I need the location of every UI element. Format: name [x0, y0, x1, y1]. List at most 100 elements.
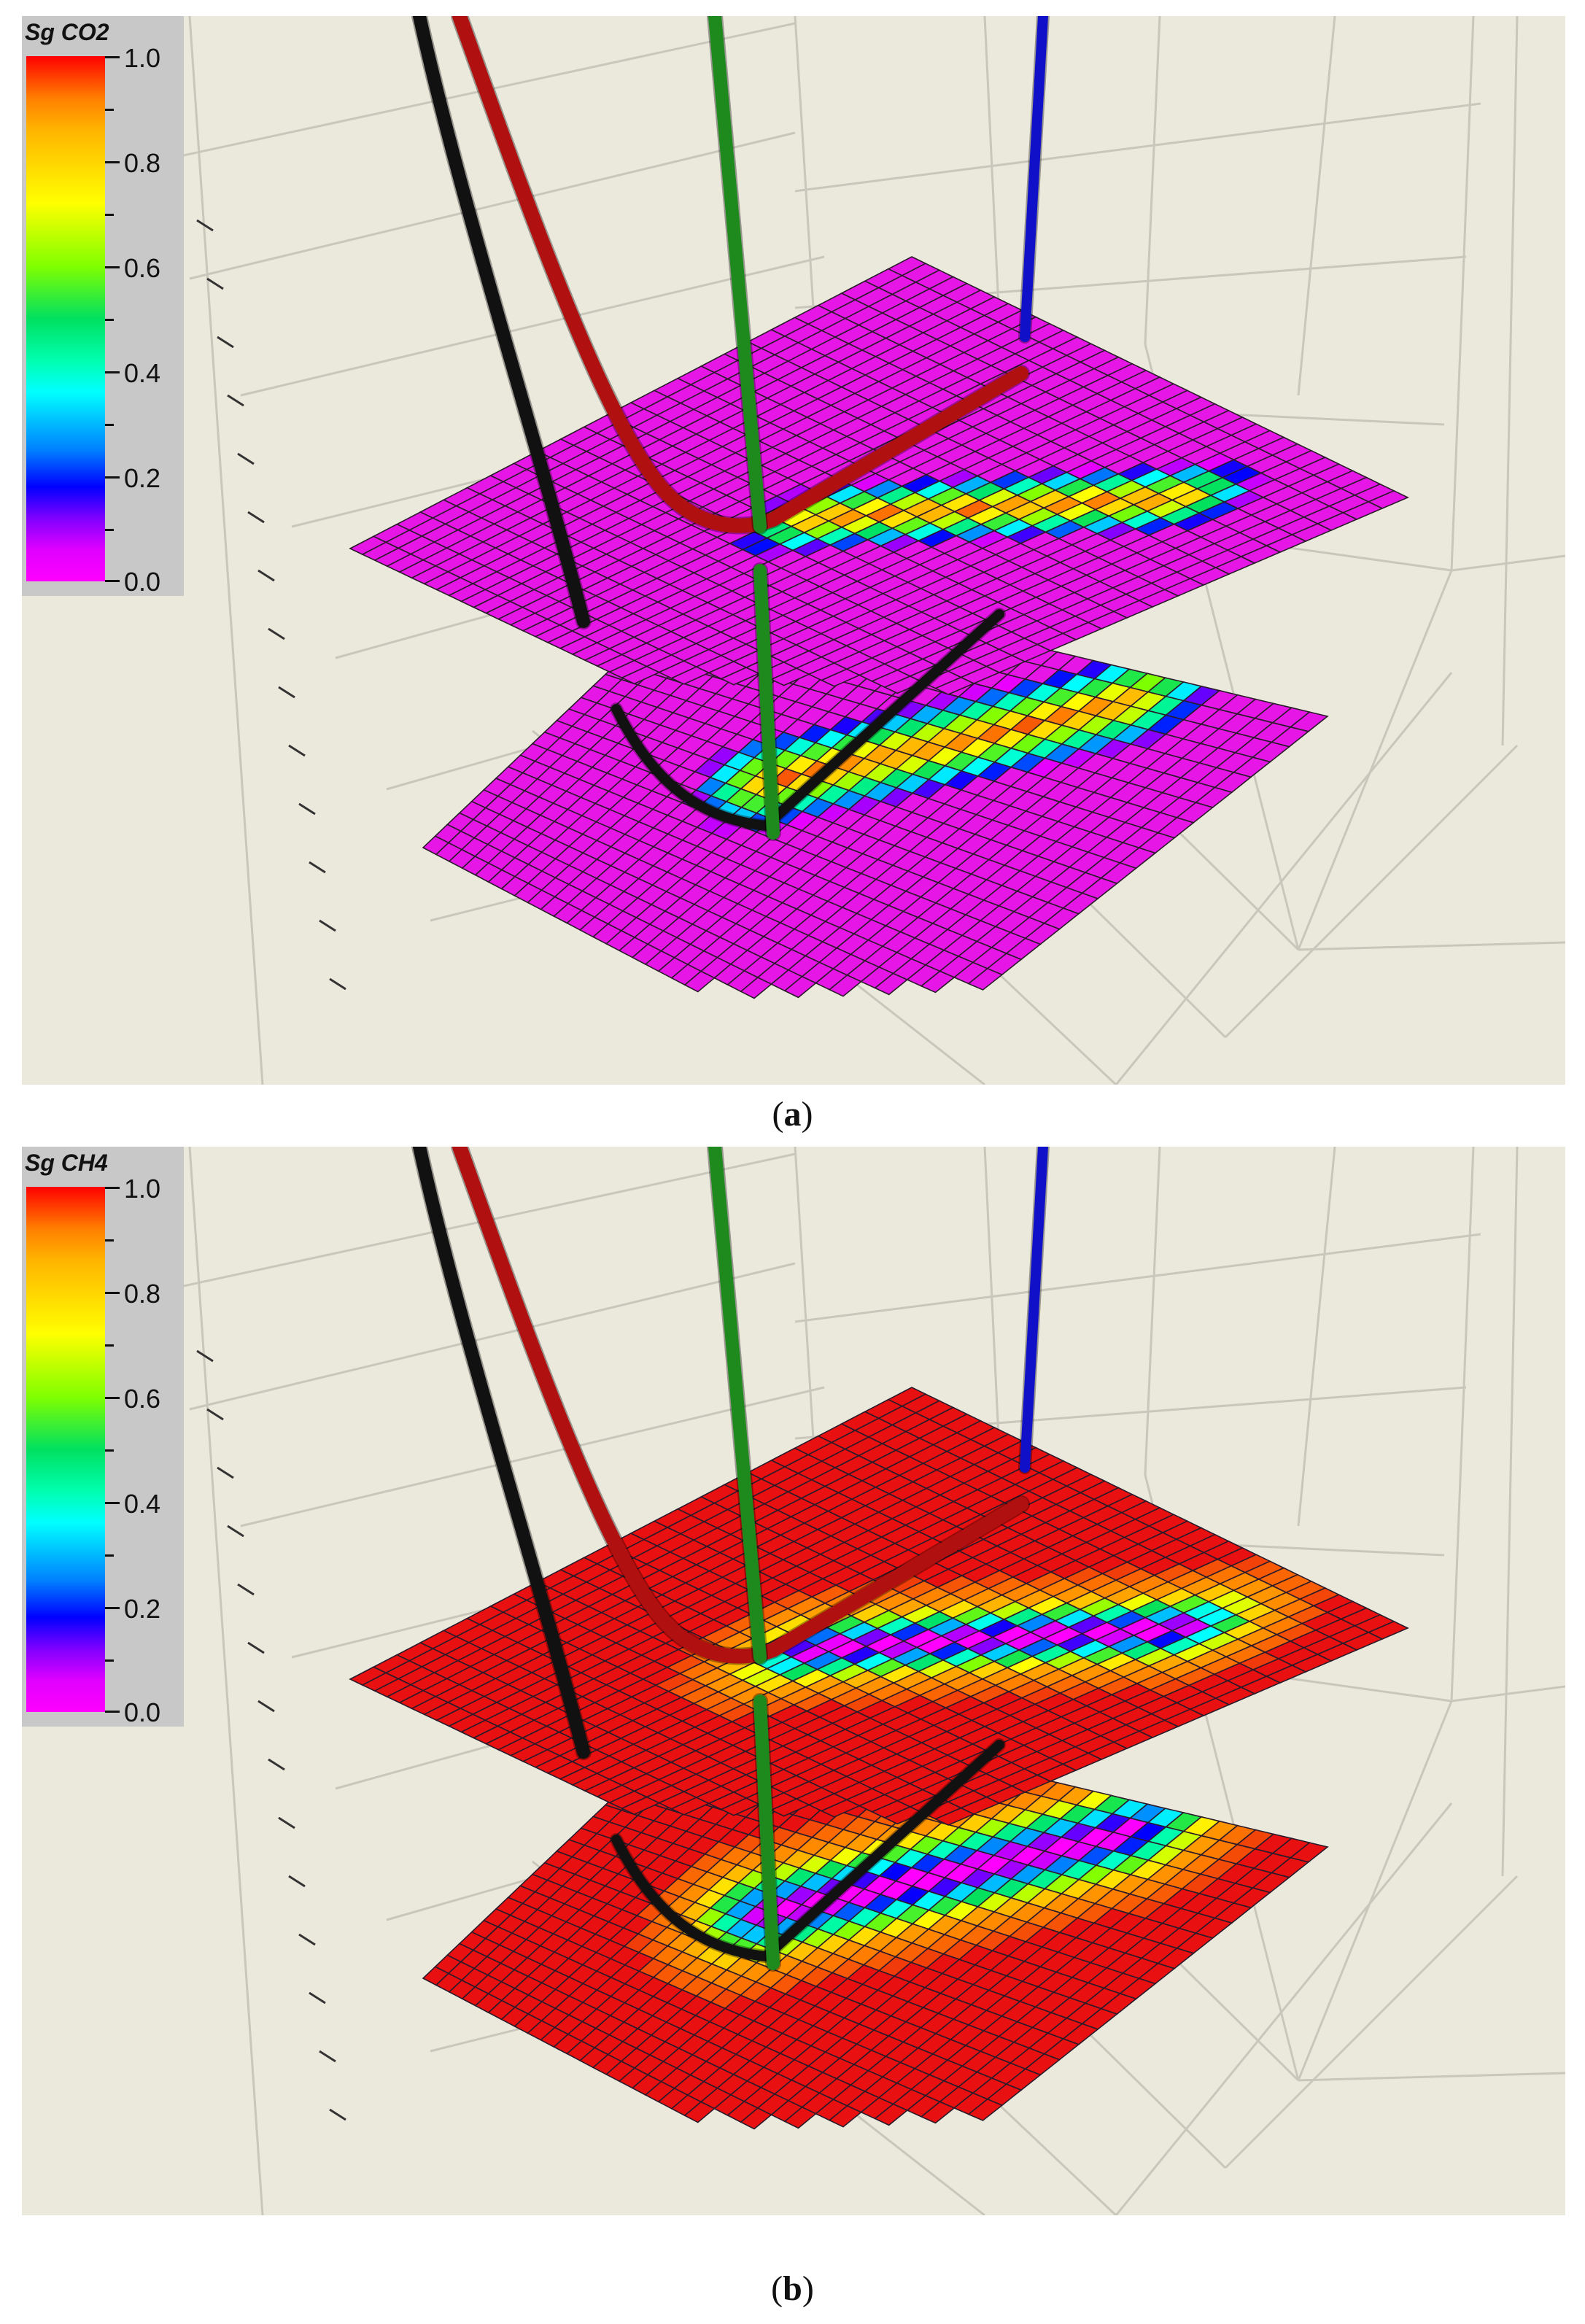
panel-b-scene	[152, 1147, 1565, 2215]
upper-layer-surface	[349, 1387, 1409, 1826]
wells	[411, 16, 1050, 841]
grid-line	[1298, 941, 1565, 951]
grid-cell	[828, 2104, 863, 2128]
legend-color-ramp-a	[26, 56, 105, 581]
grid-line	[240, 255, 825, 397]
grid-line	[1297, 1700, 1453, 2081]
axis-tick	[268, 1758, 285, 1771]
grid-cell	[934, 1807, 975, 1826]
panel-a-scene	[152, 16, 1565, 1085]
axis-tick	[257, 569, 275, 582]
grid-cell	[740, 977, 772, 999]
grid-line	[794, 1233, 1481, 1323]
black-well-upper	[413, 16, 590, 628]
legend-minor-tick	[105, 109, 114, 111]
panel-a-3d-view[interactable]: Sg CO2 1.0 0.8 0.6 0.4 0.2 0.0	[22, 16, 1565, 1085]
legend-tick	[105, 56, 120, 58]
axis-tick	[237, 452, 255, 465]
grid-line	[152, 1153, 796, 1294]
legend-label: 0.0	[124, 1697, 161, 1727]
legend-label: 0.2	[124, 463, 161, 493]
grid-line	[152, 22, 796, 163]
grid-cell	[783, 975, 817, 999]
legend-minor-tick	[105, 529, 114, 531]
grid-cell	[883, 675, 925, 694]
axis-tick	[329, 977, 346, 991]
legend-label: 1.0	[124, 43, 161, 73]
legend-label: 0.0	[124, 567, 161, 597]
axis-tick	[329, 2108, 346, 2121]
legend-minor-tick	[105, 424, 114, 426]
grid-cell	[720, 667, 761, 686]
colorbar-legend-a: Sg CO2 1.0 0.8 0.6 0.4 0.2 0.0	[22, 16, 184, 596]
grid-cell	[820, 1799, 861, 1818]
grid-line	[188, 16, 264, 1085]
axis-tick	[227, 394, 244, 407]
axis-tick	[257, 1700, 275, 1713]
grid-cell	[828, 974, 863, 997]
grid-line	[189, 1262, 796, 1411]
grid-line	[1501, 16, 1519, 746]
legend-tick	[105, 1711, 120, 1713]
grid-line	[983, 1147, 1001, 1454]
grid-cell	[670, 1797, 710, 1816]
grid-cell	[683, 2101, 716, 2123]
legend-label: 0.6	[124, 1384, 161, 1414]
caption-b: (b)	[771, 2269, 814, 2308]
grid-line	[1450, 16, 1475, 571]
axis-tick	[196, 1349, 214, 1363]
legend-label: 0.8	[124, 1279, 161, 1309]
panel-b-3d-view[interactable]: Sg CH4 1.0 0.8 0.6 0.4 0.2 0.0	[22, 1147, 1565, 2215]
legend-tick	[105, 1607, 120, 1609]
axis-tick	[268, 627, 285, 640]
grid-cell	[967, 2098, 1004, 2121]
legend-minor-tick	[105, 319, 114, 321]
red-well	[452, 1147, 1028, 1664]
wells	[411, 1147, 1050, 1972]
grid-cell	[720, 1797, 761, 1816]
axis-tick	[319, 919, 336, 932]
grid-line	[1298, 2072, 1565, 2082]
colorbar-legend-b: Sg CH4 1.0 0.8 0.6 0.4 0.2 0.0	[22, 1147, 184, 1727]
black-well-lower	[611, 609, 1004, 832]
grid-line	[1451, 1685, 1565, 1703]
legend-tick	[105, 1502, 120, 1504]
legend-minor-tick	[105, 214, 114, 216]
grid-cell	[883, 1806, 925, 1825]
grid-line	[1501, 1147, 1519, 1877]
grid-line	[1115, 1802, 1453, 2215]
legend-tick	[105, 1187, 120, 1189]
grid-line	[1144, 16, 1161, 345]
grid-cell	[920, 2101, 956, 2124]
legend-tick	[105, 371, 120, 373]
green-well	[708, 1147, 780, 1970]
legend-tick	[105, 266, 120, 268]
legend-tick	[105, 1292, 120, 1294]
axis-tick	[288, 744, 306, 757]
legend-tick	[105, 161, 120, 163]
grid-cell	[740, 2107, 772, 2130]
axis-tick	[217, 336, 234, 349]
legend-label: 0.2	[124, 1594, 161, 1624]
grid-cell	[920, 970, 956, 993]
grid-line	[1115, 672, 1453, 1085]
axis-tick	[278, 686, 295, 699]
axis-tick	[298, 802, 316, 816]
grid-line	[188, 1147, 264, 2215]
grid-cell	[620, 1796, 661, 1816]
legend-minor-tick	[105, 1449, 114, 1452]
legend-tick	[105, 476, 120, 479]
axis-tick	[319, 2050, 336, 2063]
blue-well	[1020, 1147, 1048, 1473]
axis-tick	[217, 1466, 234, 1479]
grid-cell	[770, 1798, 811, 1817]
grid-cell	[934, 676, 975, 695]
grid-line	[1297, 570, 1453, 950]
upper-layer-surface	[349, 256, 1409, 695]
grid-cell	[783, 2106, 817, 2129]
grid-cell	[874, 972, 909, 996]
legend-label: 0.8	[124, 148, 161, 178]
grid-cell	[670, 666, 710, 685]
axis-tick	[206, 1408, 224, 1421]
grid-cell	[683, 970, 716, 993]
